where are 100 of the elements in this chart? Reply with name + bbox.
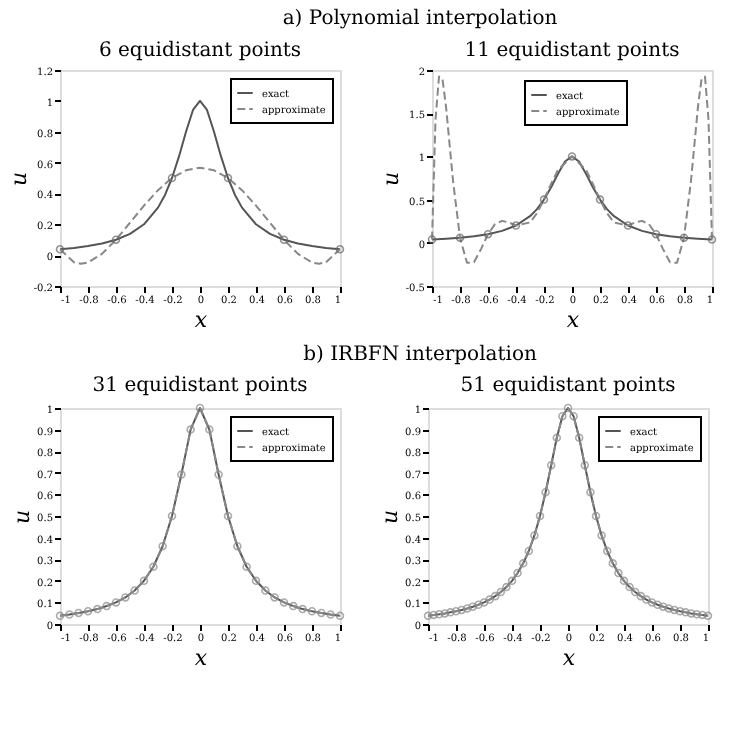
point: [423, 611, 433, 621]
point: [55, 611, 65, 621]
point: [427, 235, 437, 244]
point: [703, 611, 713, 621]
point: [307, 607, 317, 616]
point: [496, 587, 506, 597]
point: [608, 559, 618, 568]
point: [195, 403, 205, 413]
point: [485, 595, 494, 604]
point: [102, 601, 111, 611]
point: [205, 425, 214, 434]
point: [602, 546, 612, 556]
point: [326, 610, 335, 619]
line-series: [431, 155, 713, 241]
point: [597, 531, 606, 540]
point: [642, 595, 651, 604]
chart-title: 6 equidistant points: [98, 40, 302, 62]
point: [569, 411, 578, 421]
point: [65, 610, 74, 619]
point: [468, 602, 478, 611]
point: [270, 593, 279, 602]
point: [139, 576, 149, 586]
point: [679, 233, 689, 242]
point: [233, 541, 242, 551]
point: [223, 511, 233, 521]
point: [317, 608, 326, 618]
point: [664, 604, 674, 613]
point: [675, 607, 685, 616]
point: [479, 598, 489, 607]
point: [658, 602, 668, 611]
text: a) Polynomial interpolation: [282, 8, 559, 30]
point: [507, 576, 517, 586]
y-axis-title: u: [9, 509, 36, 525]
point: [440, 609, 450, 618]
point: [74, 608, 83, 618]
point: [698, 610, 707, 620]
point: [511, 221, 521, 230]
y-axis-title: u: [5, 171, 32, 187]
point: [539, 195, 549, 204]
point: [335, 245, 345, 254]
point: [149, 562, 158, 572]
y-axis-title: u: [377, 509, 404, 525]
point: [692, 610, 702, 619]
point: [541, 487, 550, 497]
point: [670, 605, 679, 615]
point: [158, 541, 167, 551]
point: [651, 229, 661, 239]
point: [625, 582, 634, 592]
point: [513, 568, 522, 578]
point: [567, 152, 577, 161]
line-series: [59, 166, 341, 265]
point: [223, 173, 233, 183]
point: [580, 460, 590, 470]
point: [595, 195, 605, 204]
point: [630, 587, 640, 597]
point: [55, 245, 65, 254]
point: [457, 605, 466, 615]
point: [279, 598, 289, 607]
point: [681, 608, 690, 617]
point: [214, 470, 223, 479]
point: [530, 531, 539, 540]
chart-title: 31 equidistant points: [92, 375, 308, 398]
point: [591, 511, 601, 521]
point: [186, 425, 195, 434]
point: [563, 403, 573, 413]
point: [707, 235, 717, 244]
x-axis-title: x: [194, 307, 209, 333]
point: [623, 221, 633, 230]
point: [298, 604, 307, 614]
point: [455, 233, 465, 242]
point: [524, 546, 534, 556]
point: [111, 598, 121, 607]
point: [558, 411, 567, 421]
point: [619, 576, 629, 586]
point: [121, 593, 130, 602]
point: [686, 609, 696, 618]
point: [502, 582, 511, 592]
point: [289, 601, 298, 611]
point: [130, 586, 139, 595]
point: [647, 598, 657, 607]
point: [552, 433, 562, 443]
point: [546, 460, 556, 470]
point: [167, 173, 177, 183]
point: [335, 611, 345, 621]
point: [93, 604, 102, 614]
x-axis-title: x: [566, 307, 581, 333]
chart-title: 11 equidistant points: [464, 40, 680, 62]
point: [167, 511, 177, 521]
point: [429, 610, 438, 620]
line-series: [59, 99, 341, 251]
x-axis-title: x: [194, 645, 209, 671]
point: [490, 591, 500, 601]
point: [242, 562, 251, 572]
point: [177, 470, 186, 479]
y-axis-title: u: [377, 171, 404, 187]
point: [586, 487, 595, 497]
point: [446, 608, 455, 617]
point: [574, 433, 584, 443]
point: [614, 568, 623, 578]
point: [535, 511, 545, 521]
